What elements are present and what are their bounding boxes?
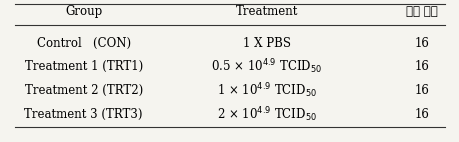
Text: 16: 16 bbox=[414, 108, 429, 121]
Text: 0.5 × 10$^{4.9}$ TCID$_{50}$: 0.5 × 10$^{4.9}$ TCID$_{50}$ bbox=[211, 58, 321, 76]
Text: 1 X PBS: 1 X PBS bbox=[242, 37, 290, 50]
Text: 16: 16 bbox=[414, 60, 429, 73]
Text: Treatment 3 (TRT3): Treatment 3 (TRT3) bbox=[24, 108, 143, 121]
Text: 16: 16 bbox=[414, 84, 429, 97]
Text: 16: 16 bbox=[414, 37, 429, 50]
Text: Treatment 2 (TRT2): Treatment 2 (TRT2) bbox=[24, 84, 142, 97]
Text: 2 × 10$^{4.9}$ TCID$_{50}$: 2 × 10$^{4.9}$ TCID$_{50}$ bbox=[216, 105, 316, 124]
Text: Treatment: Treatment bbox=[235, 5, 297, 18]
Text: Treatment 1 (TRT1): Treatment 1 (TRT1) bbox=[24, 60, 142, 73]
Text: Control   (CON): Control (CON) bbox=[37, 37, 130, 50]
Text: 돼지 두수: 돼지 두수 bbox=[405, 5, 437, 18]
Text: 1 × 10$^{4.9}$ TCID$_{50}$: 1 × 10$^{4.9}$ TCID$_{50}$ bbox=[216, 81, 316, 100]
Text: Group: Group bbox=[65, 5, 102, 18]
